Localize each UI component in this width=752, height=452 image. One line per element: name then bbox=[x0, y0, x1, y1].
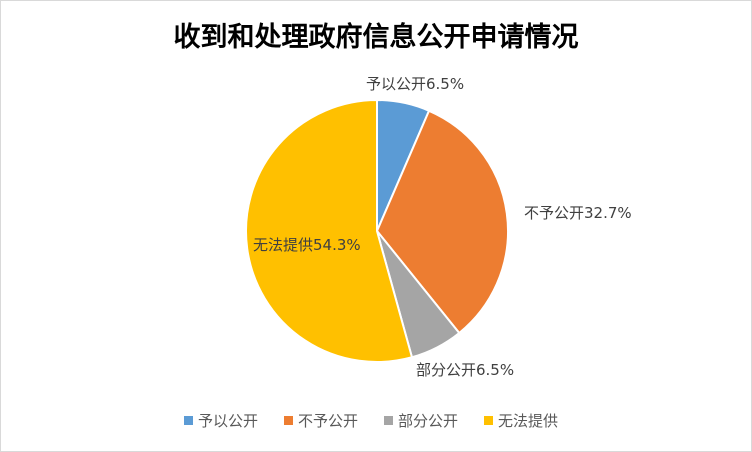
legend-item: 予以公开 bbox=[198, 412, 258, 430]
pie-slice-4 bbox=[245, 98, 414, 363]
data-label: 不予公开32.7% bbox=[524, 204, 632, 222]
legend-swatch bbox=[284, 416, 293, 425]
data-label: 予以公开6.5% bbox=[366, 75, 464, 93]
pie-slice-2 bbox=[375, 109, 509, 335]
legend-item: 不予公开 bbox=[298, 412, 358, 430]
data-label: 部分公开6.5% bbox=[416, 361, 514, 379]
legend-item: 部分公开 bbox=[398, 412, 458, 430]
legend-swatch bbox=[184, 416, 193, 425]
legend-item: 无法提供 bbox=[498, 412, 558, 430]
legend-swatch bbox=[484, 416, 493, 425]
chart-title: 收到和处理政府信息公开申请情况 bbox=[173, 22, 579, 53]
legend-swatch bbox=[384, 416, 393, 425]
data-label: 无法提供54.3% bbox=[253, 236, 361, 254]
